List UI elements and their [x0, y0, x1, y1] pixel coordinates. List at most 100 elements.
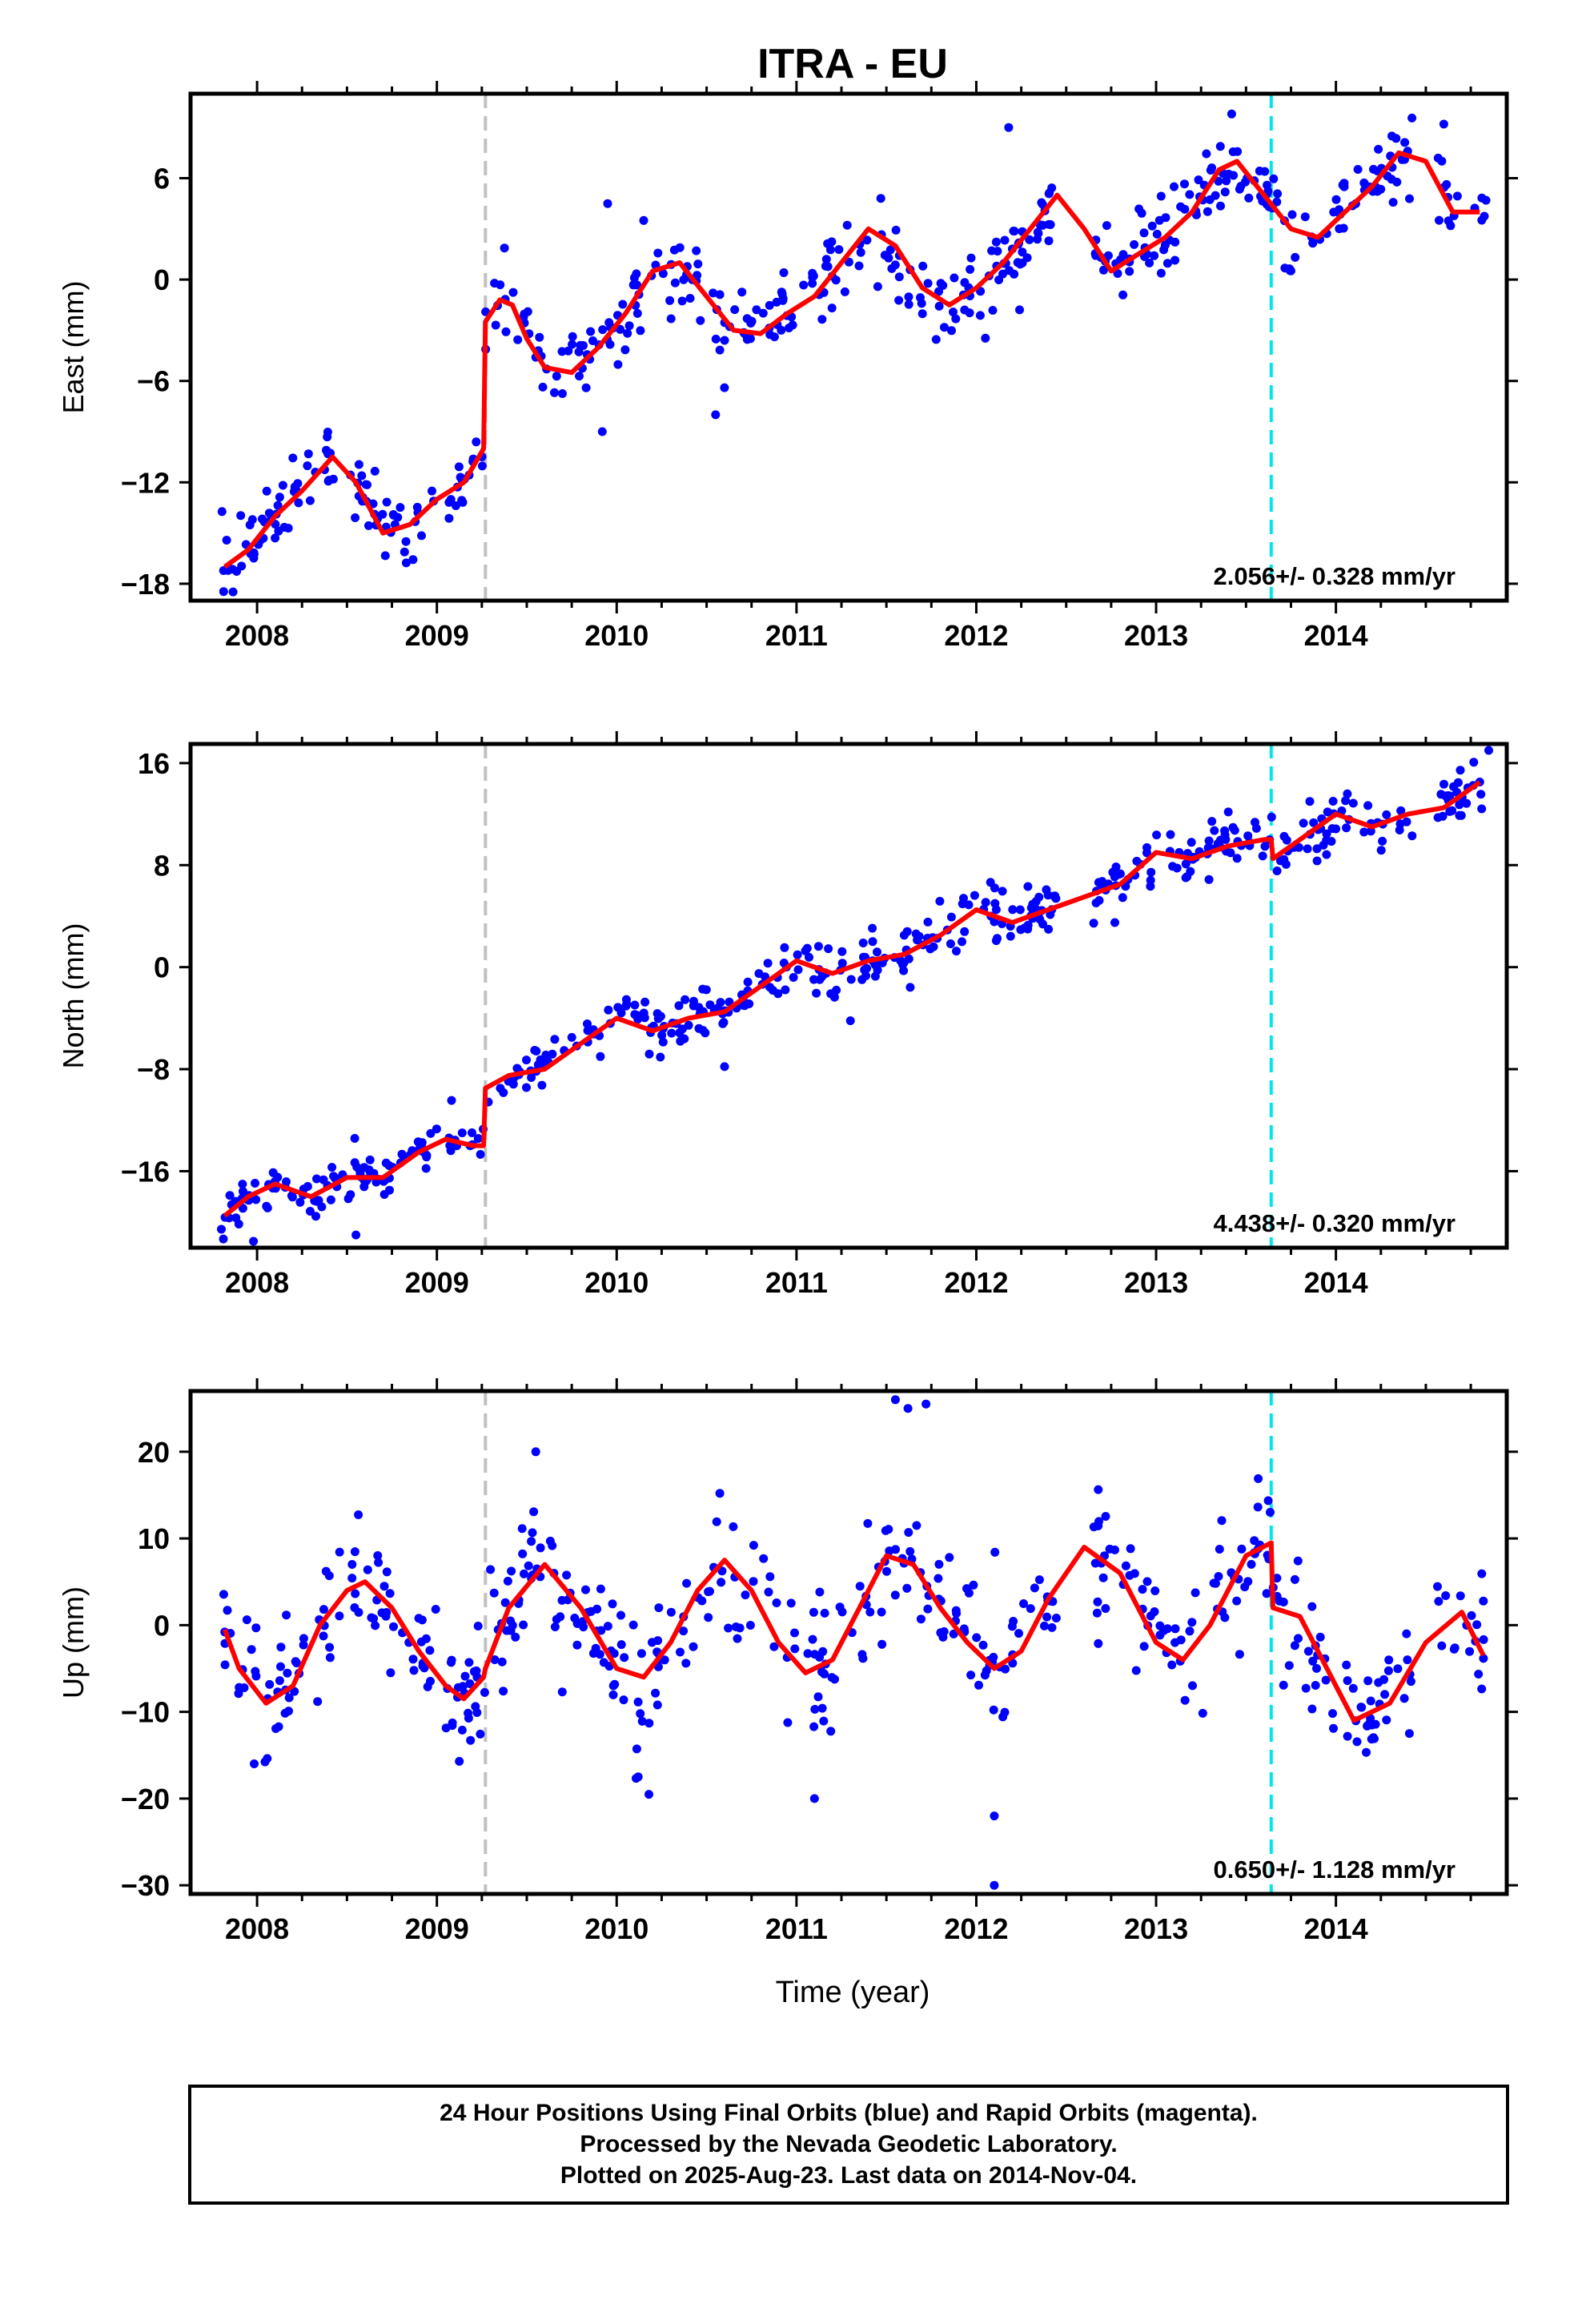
data-point	[890, 1590, 900, 1600]
data-point	[1093, 1597, 1102, 1606]
data-point	[1312, 856, 1322, 866]
data-point	[846, 975, 856, 984]
data-point	[1186, 838, 1196, 847]
data-point	[1374, 144, 1383, 154]
data-point	[250, 1759, 259, 1768]
data-point	[325, 1642, 335, 1652]
data-point	[299, 1634, 308, 1643]
data-point	[1284, 1661, 1294, 1671]
data-point	[1113, 269, 1122, 278]
plot-frame	[188, 91, 1509, 603]
outlier-point	[1484, 746, 1493, 755]
data-point	[1275, 856, 1285, 866]
outlier-point	[1227, 109, 1236, 119]
data-point	[1363, 801, 1373, 810]
data-point	[1092, 1608, 1102, 1618]
data-point	[236, 511, 246, 521]
data-point	[712, 1517, 721, 1526]
data-point	[998, 269, 1007, 279]
data-point	[305, 496, 315, 505]
data-point	[1477, 804, 1487, 814]
data-point	[923, 1604, 933, 1614]
data-point	[786, 1598, 796, 1608]
data-point	[1363, 1676, 1373, 1686]
data-point	[228, 587, 238, 597]
data-point	[457, 1128, 467, 1138]
data-point	[496, 1084, 505, 1093]
data-point	[471, 1702, 480, 1711]
data-point	[789, 973, 798, 982]
data-point	[444, 513, 454, 523]
data-point	[1378, 836, 1387, 846]
data-point	[630, 1000, 640, 1010]
data-point	[894, 272, 904, 282]
data-point	[809, 1607, 818, 1617]
data-point	[264, 509, 274, 518]
data-point	[477, 461, 487, 471]
data-point	[1045, 188, 1054, 198]
data-point	[680, 1034, 689, 1043]
data-point	[548, 1049, 557, 1059]
data-point	[225, 1191, 235, 1200]
data-point	[862, 963, 871, 973]
data-point	[350, 1547, 359, 1557]
data-point	[528, 1528, 537, 1538]
data-point	[812, 988, 821, 998]
data-point	[696, 316, 705, 325]
data-point	[1258, 851, 1267, 861]
data-point	[378, 509, 387, 519]
data-point	[1307, 1704, 1317, 1714]
data-point	[682, 1578, 692, 1588]
data-point	[527, 1537, 536, 1546]
data-point	[550, 388, 559, 397]
data-point	[291, 1657, 300, 1667]
data-point	[923, 917, 933, 927]
data-point	[960, 305, 970, 315]
data-point	[1203, 207, 1212, 216]
data-point	[917, 299, 926, 308]
data-point	[817, 1667, 826, 1677]
data-point	[799, 280, 809, 290]
data-point	[238, 1180, 247, 1189]
x-tick-label: 2014	[1304, 1912, 1368, 1945]
outlier-point	[1170, 182, 1178, 191]
plot-frame	[188, 742, 1509, 1250]
data-point	[608, 1599, 617, 1609]
data-point	[454, 462, 464, 472]
data-point	[581, 383, 591, 392]
data-point	[468, 1128, 476, 1137]
data-point	[423, 1682, 432, 1691]
data-point	[1188, 1681, 1197, 1691]
data-point	[882, 1566, 891, 1576]
data-point	[583, 1019, 592, 1028]
data-point	[779, 268, 789, 277]
data-point	[473, 1622, 483, 1630]
data-point	[935, 896, 945, 906]
outlier-point	[720, 1062, 729, 1072]
data-point	[382, 1567, 391, 1577]
data-point	[1339, 182, 1349, 191]
data-point	[568, 332, 577, 341]
x-tick-label: 2008	[225, 1266, 289, 1299]
data-point	[613, 1003, 623, 1012]
data-point	[284, 1693, 294, 1703]
data-point	[1181, 873, 1191, 883]
data-point	[271, 533, 280, 543]
data-point	[769, 332, 779, 342]
data-point	[815, 975, 825, 984]
data-point	[537, 1080, 547, 1090]
data-point	[519, 1620, 528, 1630]
data-point	[951, 314, 961, 324]
data-point	[934, 287, 943, 296]
data-point	[1023, 920, 1033, 930]
data-point	[1159, 245, 1169, 255]
data-point	[374, 1558, 383, 1567]
data-point	[1040, 1621, 1049, 1630]
data-point	[1404, 1729, 1414, 1739]
data-point	[653, 1636, 663, 1646]
data-point	[1247, 1559, 1256, 1569]
data-point	[1266, 1507, 1275, 1517]
data-point	[1145, 258, 1154, 267]
data-point	[1185, 190, 1195, 199]
data-point	[1204, 875, 1214, 884]
